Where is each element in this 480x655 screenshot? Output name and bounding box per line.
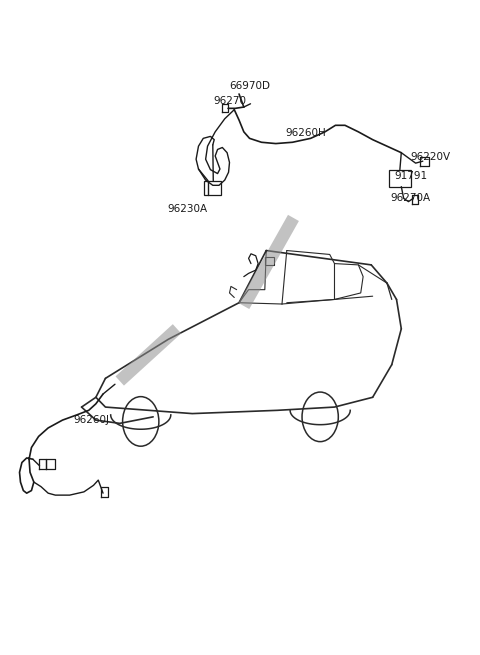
Text: 96270: 96270: [213, 96, 246, 105]
Text: 96220V: 96220V: [411, 151, 451, 162]
Bar: [204, 181, 221, 195]
Text: 96260J: 96260J: [73, 415, 109, 425]
Bar: [265, 257, 274, 265]
Text: 91791: 91791: [394, 171, 427, 181]
Text: 96270A: 96270A: [391, 193, 431, 203]
Text: 96260H: 96260H: [286, 128, 326, 138]
Text: 66970D: 66970D: [229, 81, 270, 91]
Text: 96230A: 96230A: [168, 204, 207, 214]
Bar: [389, 170, 411, 187]
